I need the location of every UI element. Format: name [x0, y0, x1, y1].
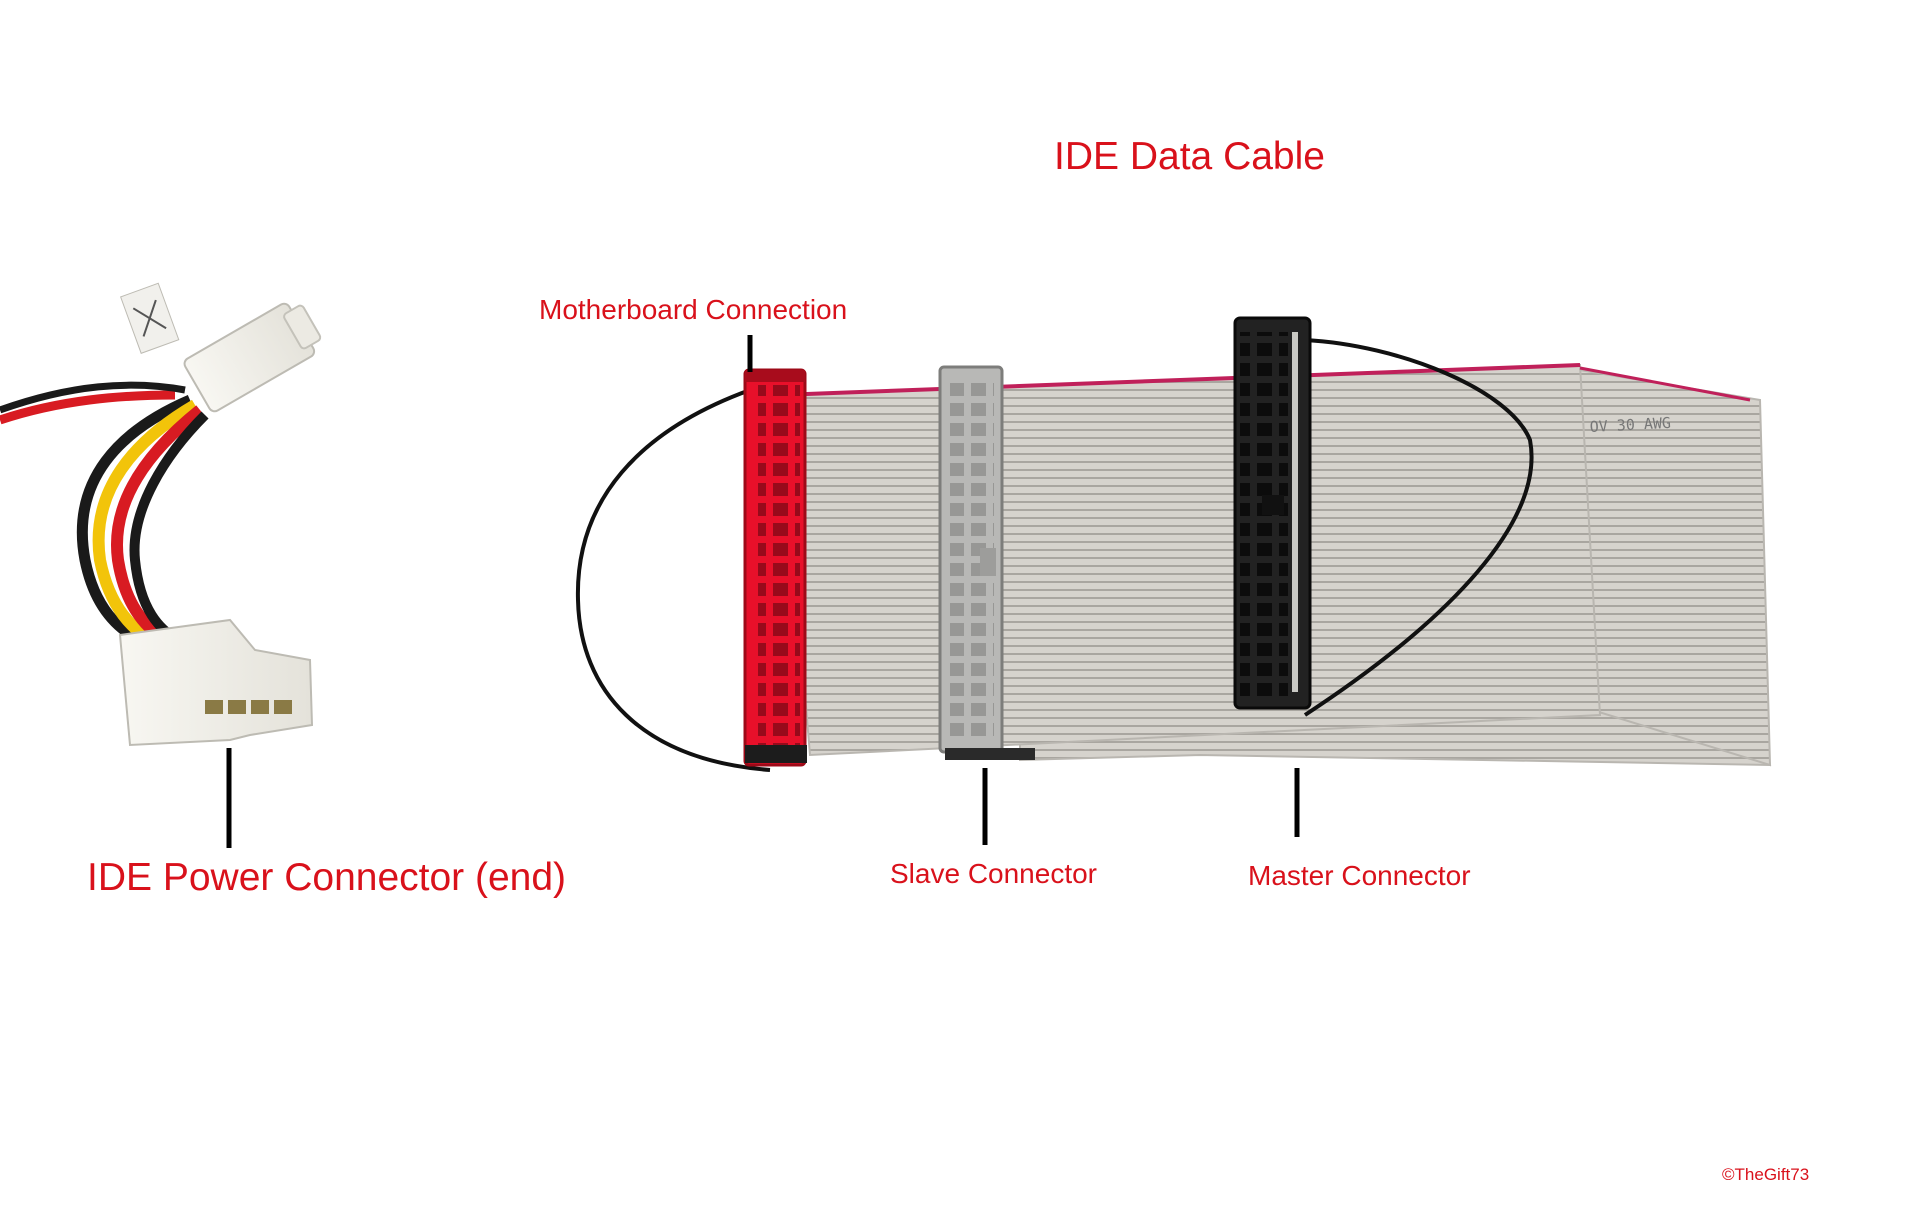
pointer-lines [226, 335, 1300, 848]
master-connector [1233, 316, 1312, 710]
motherboard-connector [743, 368, 807, 767]
ide-power-connector-label: IDE Power Connector (end) [87, 856, 567, 899]
master-pull-loop [1303, 338, 1534, 717]
mb-pull-loop [575, 388, 771, 772]
copyright-credit: ©TheGift73 [1722, 1165, 1810, 1184]
ide-power-connector [0, 282, 322, 747]
motherboard-connection-label: Motherboard Connection [539, 294, 848, 325]
slave-connector [938, 365, 1035, 760]
master-connector-label: Master Connector [1248, 860, 1471, 891]
ide-data-cable-label: IDE Data Cable [1054, 135, 1325, 178]
svg-text:OV 30 AWG: OV 30 AWG [1589, 414, 1671, 436]
slave-connector-label: Slave Connector [890, 858, 1098, 889]
ribbon-cable: OV 30 AWG [778, 363, 1772, 767]
